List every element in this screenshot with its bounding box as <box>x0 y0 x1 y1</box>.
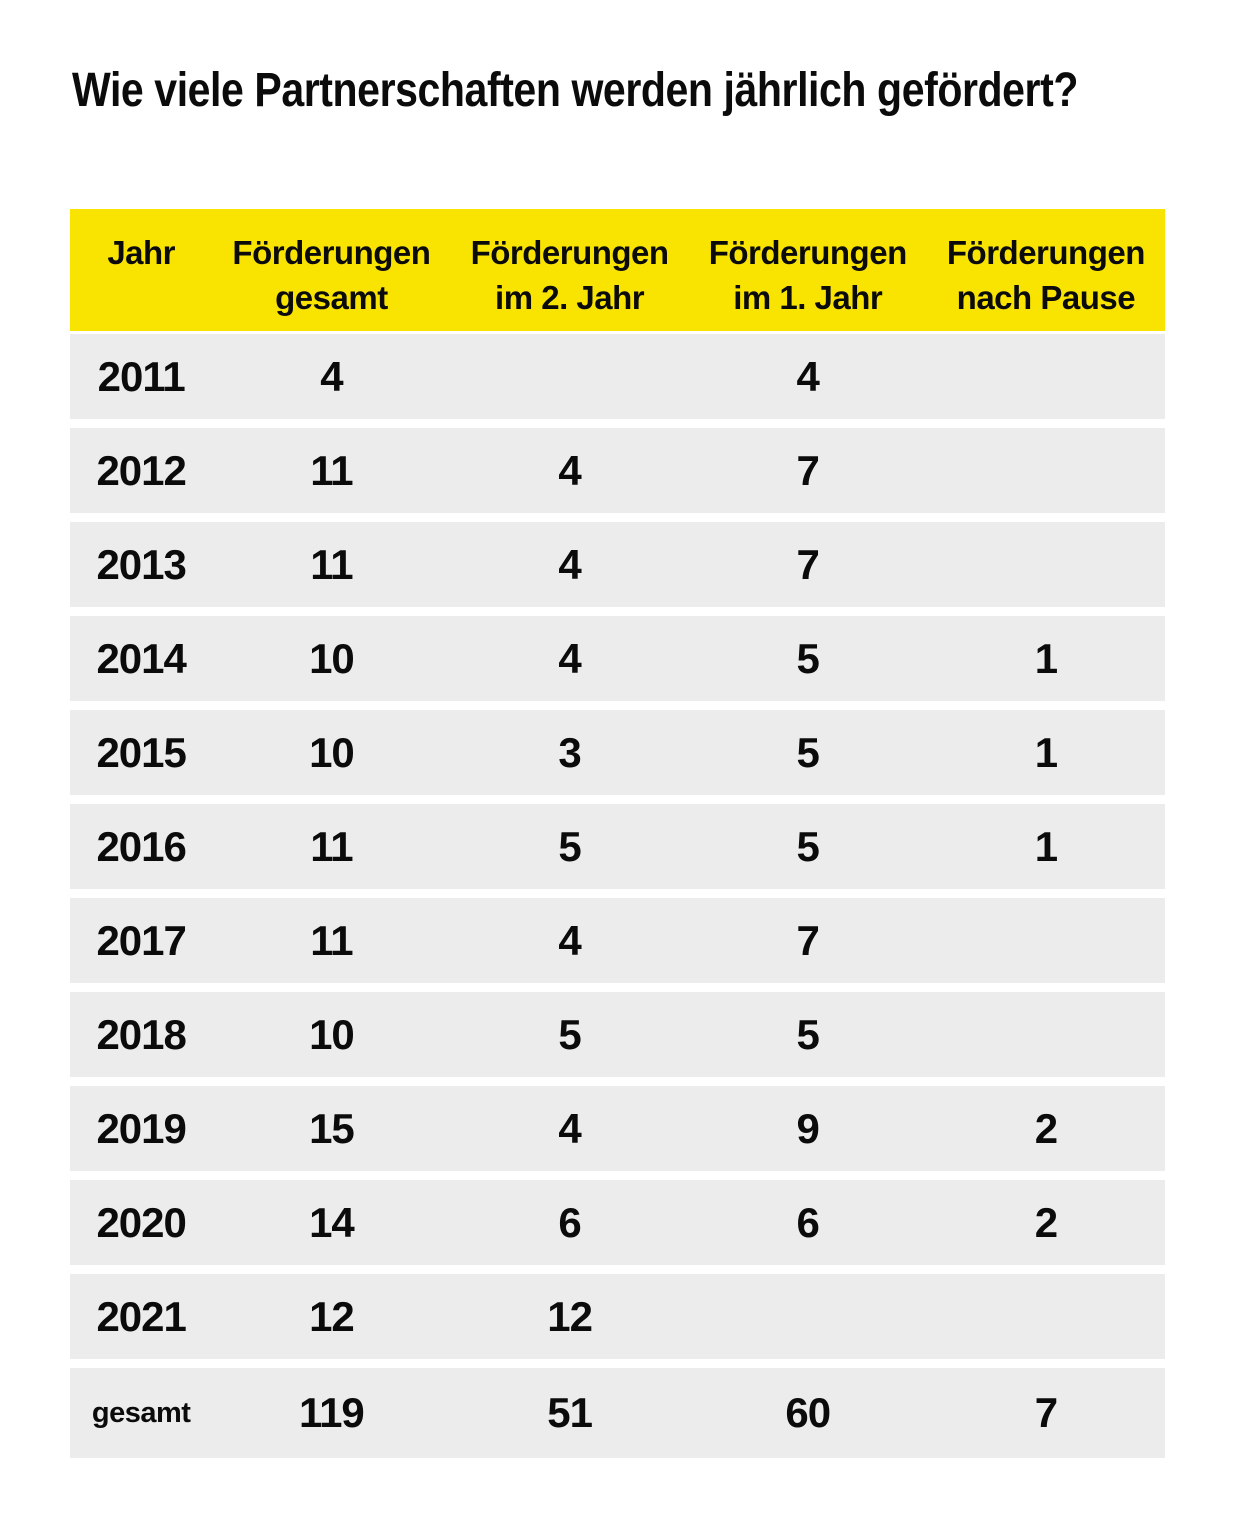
value-cell: 11 <box>310 540 353 588</box>
header-label: Förderungen <box>470 234 670 271</box>
total-label-cell: gesamt <box>91 1396 191 1429</box>
partnerships-table: Jahr Förderungen gesamt Förderungen im 2… <box>70 209 1165 1458</box>
year-cell: 2012 <box>96 446 186 494</box>
table-row: 2020 14 6 6 2 <box>70 1180 1165 1265</box>
value-cell: 4 <box>320 352 343 400</box>
table-row: 2015 10 3 5 1 <box>70 710 1165 795</box>
header-label: Förderungen <box>708 234 908 271</box>
table-row: 2019 15 4 9 2 <box>70 1086 1165 1171</box>
value-cell: 3 <box>558 728 581 776</box>
value-cell: 10 <box>309 728 355 776</box>
value-cell: 7 <box>796 916 820 964</box>
table-row: 2012 11 4 7 <box>70 428 1165 513</box>
year-cell: 2013 <box>96 540 186 588</box>
header-label: Förderungen <box>946 234 1146 271</box>
table-header-row: Jahr Förderungen gesamt Förderungen im 2… <box>70 209 1165 331</box>
year-cell: 2017 <box>96 916 186 964</box>
header-label: Jahr <box>107 234 176 271</box>
year-cell: 2021 <box>96 1292 186 1340</box>
header-label: im 1. Jahr <box>733 279 883 316</box>
year-cell: 2020 <box>96 1198 186 1246</box>
value-cell: 11 <box>310 446 353 494</box>
value-cell: 2 <box>1034 1104 1058 1152</box>
table-row: 2014 10 4 5 1 <box>70 616 1165 701</box>
table-total-row: gesamt 119 51 60 7 <box>70 1368 1165 1458</box>
table-row: 2011 4 4 <box>70 334 1165 419</box>
value-cell: 4 <box>558 446 581 494</box>
value-cell: 2 <box>1034 1198 1058 1246</box>
table-row: 2017 11 4 7 <box>70 898 1165 983</box>
value-cell: 4 <box>558 1104 581 1152</box>
header-label: gesamt <box>275 279 388 316</box>
value-cell: 1 <box>1034 822 1058 870</box>
table-row: 2013 11 4 7 <box>70 522 1165 607</box>
total-value-cell: 7 <box>1034 1389 1058 1436</box>
value-cell: 1 <box>1034 728 1058 776</box>
header-cell-foerderungen-gesamt: Förderungen gesamt <box>212 209 450 331</box>
value-cell: 12 <box>309 1292 355 1340</box>
value-cell: 6 <box>796 1198 820 1246</box>
table-row: 2018 10 5 5 <box>70 992 1165 1077</box>
value-cell: 15 <box>309 1104 355 1152</box>
header-label: im 2. Jahr <box>495 279 645 316</box>
total-value-cell: 51 <box>547 1389 593 1436</box>
value-cell: 7 <box>796 540 820 588</box>
year-cell: 2014 <box>96 634 186 682</box>
year-cell: 2015 <box>96 728 186 776</box>
value-cell: 11 <box>310 916 353 964</box>
value-cell: 5 <box>558 1010 581 1058</box>
value-cell: 7 <box>796 446 820 494</box>
value-cell: 11 <box>310 822 353 870</box>
year-cell: 2011 <box>97 352 186 400</box>
total-value-cell: 119 <box>299 1389 365 1436</box>
year-cell: 2019 <box>96 1104 186 1152</box>
value-cell: 5 <box>558 822 581 870</box>
header-label: Förderungen <box>232 234 431 271</box>
value-cell: 5 <box>796 634 820 682</box>
total-value-cell: 60 <box>785 1389 831 1436</box>
value-cell: 14 <box>309 1198 355 1246</box>
value-cell: 9 <box>796 1104 820 1152</box>
page-title: Wie viele Partnerschaften werden jährlic… <box>72 64 1078 117</box>
header-cell-foerderungen-1-jahr: Förderungen im 1. Jahr <box>689 209 927 331</box>
value-cell: 1 <box>1034 634 1058 682</box>
value-cell: 5 <box>796 822 820 870</box>
value-cell: 4 <box>796 352 820 400</box>
value-cell: 12 <box>547 1292 593 1340</box>
header-label: nach Pause <box>956 279 1136 316</box>
value-cell: 6 <box>558 1198 581 1246</box>
value-cell: 4 <box>558 540 581 588</box>
value-cell: 5 <box>796 728 820 776</box>
year-cell: 2016 <box>96 822 186 870</box>
table-row: 2021 12 12 <box>70 1274 1165 1359</box>
value-cell: 10 <box>309 1010 355 1058</box>
value-cell: 4 <box>558 916 581 964</box>
header-cell-foerderungen-2-jahr: Förderungen im 2. Jahr <box>451 209 689 331</box>
header-cell-jahr: Jahr <box>70 209 212 331</box>
value-cell: 5 <box>796 1010 820 1058</box>
header-cell-foerderungen-nach-pause: Förderungen nach Pause <box>927 209 1165 331</box>
value-cell: 10 <box>309 634 355 682</box>
table-row: 2016 11 5 5 1 <box>70 804 1165 889</box>
value-cell: 4 <box>558 634 581 682</box>
year-cell: 2018 <box>96 1010 186 1058</box>
